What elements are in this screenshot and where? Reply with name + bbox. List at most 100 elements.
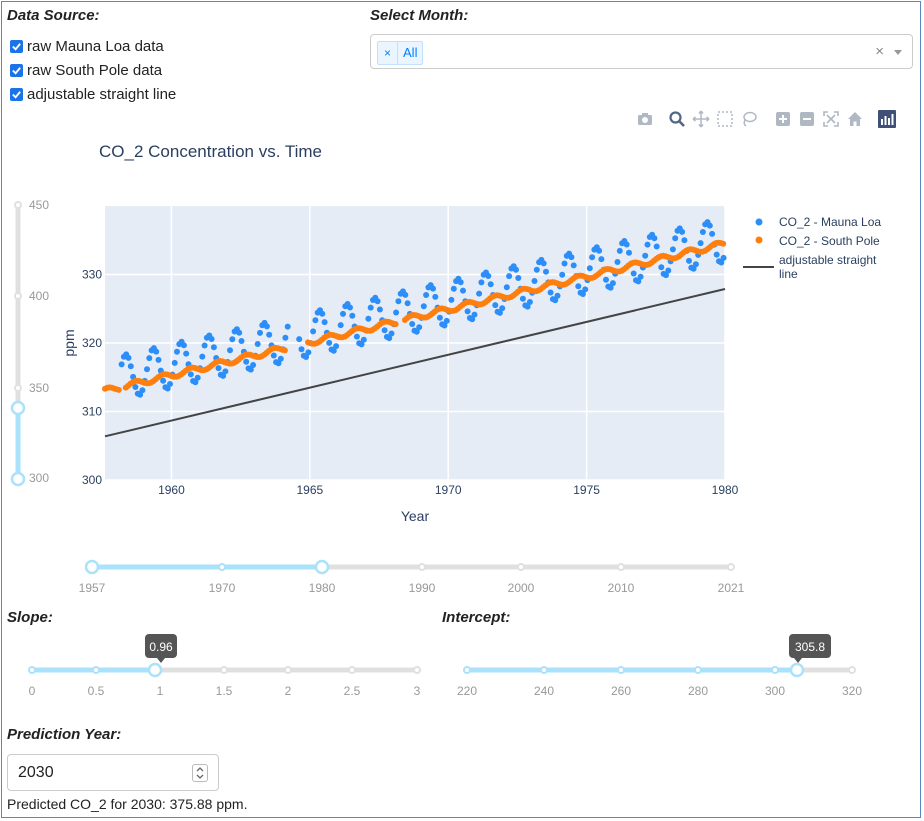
mauna-loa-point[interactable]	[469, 316, 476, 323]
mauna-loa-point[interactable]	[194, 374, 201, 381]
mauna-loa-point[interactable]	[432, 293, 439, 300]
mauna-loa-point[interactable]	[630, 270, 637, 277]
mauna-loa-point[interactable]	[174, 348, 180, 355]
y-slider-handle-upper[interactable]	[10, 400, 26, 416]
mauna-loa-point[interactable]	[492, 302, 499, 309]
mauna-loa-point[interactable]	[180, 342, 187, 349]
mauna-loa-point[interactable]	[658, 264, 665, 271]
mauna-loa-point[interactable]	[296, 336, 303, 343]
mauna-loa-point[interactable]	[215, 365, 222, 372]
mauna-loa-point[interactable]	[653, 243, 660, 250]
mauna-loa-point[interactable]	[164, 385, 171, 392]
y-slider-dot[interactable]	[14, 201, 22, 209]
mauna-loa-point[interactable]	[402, 291, 409, 298]
intercept-dot[interactable]	[848, 666, 856, 674]
y-slider-handle-lower[interactable]	[10, 471, 26, 487]
slope-dot[interactable]	[284, 666, 292, 674]
mauna-loa-point[interactable]	[144, 366, 150, 373]
mauna-loa-point[interactable]	[720, 254, 727, 261]
mauna-loa-point[interactable]	[192, 379, 199, 386]
year-slider-handle-end[interactable]	[314, 559, 330, 575]
y-slider-dot[interactable]	[14, 292, 22, 300]
mauna-loa-point[interactable]	[222, 368, 229, 375]
mauna-loa-point[interactable]	[347, 304, 353, 311]
mauna-loa-point[interactable]	[441, 322, 448, 329]
legend-mauna-loa[interactable]: CO_2 - Mauna Loa	[779, 215, 881, 229]
checkbox-checked-icon[interactable]	[10, 39, 23, 53]
mauna-loa-point[interactable]	[552, 297, 559, 304]
mauna-loa-point[interactable]	[229, 336, 236, 343]
intercept-handle[interactable]	[789, 662, 805, 678]
checkbox-mauna-loa[interactable]: raw Mauna Loa data	[10, 36, 164, 56]
mauna-loa-point[interactable]	[201, 342, 208, 349]
mauna-loa-point[interactable]	[257, 329, 263, 336]
year-range-slider[interactable]: 1957 1970 1980 1990 2000 2010 2021	[0, 550, 924, 600]
mauna-loa-point[interactable]	[460, 287, 466, 294]
mauna-loa-point[interactable]	[448, 296, 455, 303]
mauna-loa-point[interactable]	[367, 304, 374, 311]
mauna-loa-point[interactable]	[450, 285, 457, 292]
mauna-loa-point[interactable]	[413, 328, 420, 335]
mauna-loa-point[interactable]	[155, 356, 162, 363]
mauna-loa-point[interactable]	[487, 281, 494, 288]
mauna-loa-point[interactable]	[326, 339, 333, 346]
mauna-loa-point[interactable]	[303, 354, 310, 360]
mauna-loa-point[interactable]	[692, 261, 699, 268]
intercept-dot[interactable]	[694, 666, 702, 674]
mauna-loa-point[interactable]	[250, 362, 257, 368]
mauna-loa-point[interactable]	[298, 346, 305, 353]
mauna-loa-point[interactable]	[395, 298, 402, 305]
mauna-loa-point[interactable]	[353, 333, 360, 340]
mauna-loa-point[interactable]	[651, 235, 658, 242]
slope-dot[interactable]	[413, 666, 421, 674]
mauna-loa-point[interactable]	[543, 268, 549, 275]
mauna-loa-point[interactable]	[709, 230, 716, 237]
prediction-year-value[interactable]: 2030	[18, 764, 54, 781]
mauna-loa-point[interactable]	[153, 348, 160, 355]
mauna-loa-point[interactable]	[644, 241, 651, 248]
mauna-loa-point[interactable]	[430, 285, 436, 292]
mauna-loa-point[interactable]	[416, 324, 423, 331]
mauna-loa-point[interactable]	[713, 251, 720, 258]
year-slider-dot[interactable]	[727, 563, 735, 571]
intercept-dot[interactable]	[463, 666, 471, 674]
intercept-dot[interactable]	[540, 666, 548, 674]
mauna-loa-point[interactable]	[305, 349, 312, 356]
checkbox-south-pole[interactable]: raw South Pole data	[10, 60, 162, 80]
mauna-loa-point[interactable]	[220, 372, 227, 379]
mauna-loa-point[interactable]	[139, 387, 146, 394]
mauna-loa-point[interactable]	[547, 289, 554, 296]
mauna-loa-point[interactable]	[381, 327, 388, 334]
mauna-loa-point[interactable]	[457, 279, 464, 286]
mauna-loa-point[interactable]	[672, 235, 679, 242]
slope-dot[interactable]	[348, 666, 356, 674]
slope-handle[interactable]	[147, 662, 163, 678]
mauna-loa-point[interactable]	[616, 247, 623, 254]
mauna-loa-point[interactable]	[270, 352, 277, 359]
legend-marker-south-pole[interactable]	[755, 236, 763, 244]
y-range-slider[interactable]: 450 400 350 300	[10, 198, 49, 487]
mauna-loa-point[interactable]	[575, 283, 582, 290]
mauna-loa-point[interactable]	[697, 240, 704, 247]
mauna-loa-point[interactable]	[478, 279, 485, 286]
mauna-loa-point[interactable]	[559, 271, 566, 278]
mauna-loa-point[interactable]	[409, 321, 416, 327]
clear-icon[interactable]: ×	[875, 43, 884, 60]
mauna-loa-point[interactable]	[515, 275, 522, 281]
slope-slider[interactable]: 0.96 0 0.5 1 1.5 2 2.5 3	[0, 630, 440, 702]
mauna-loa-point[interactable]	[568, 254, 575, 261]
year-slider-dot[interactable]	[218, 563, 226, 571]
mauna-loa-point[interactable]	[533, 266, 540, 273]
mauna-loa-point[interactable]	[238, 338, 245, 344]
south-pole-point[interactable]	[720, 240, 727, 247]
mauna-loa-point[interactable]	[443, 317, 450, 324]
mauna-loa-point[interactable]	[503, 284, 510, 291]
mauna-loa-point[interactable]	[160, 377, 167, 384]
mauna-loa-point[interactable]	[282, 334, 289, 341]
mauna-loa-point[interactable]	[321, 319, 328, 326]
checkbox-checked-icon[interactable]	[10, 87, 23, 101]
mauna-loa-point[interactable]	[524, 303, 531, 310]
mauna-loa-point[interactable]	[464, 308, 471, 315]
zoom-out-icon[interactable]	[798, 110, 816, 128]
mauna-loa-point[interactable]	[183, 350, 190, 357]
